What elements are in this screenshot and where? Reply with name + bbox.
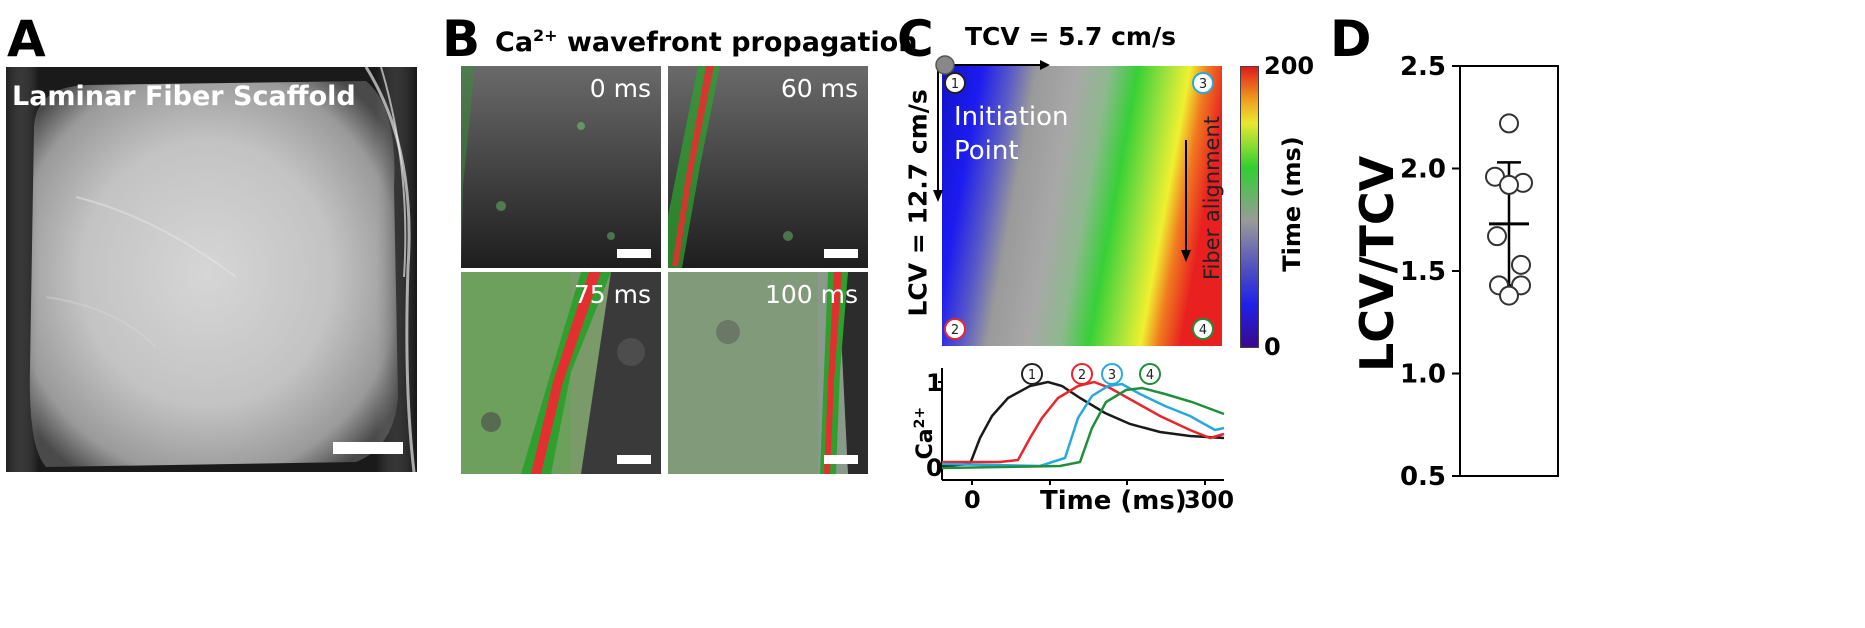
activation-map-arrows xyxy=(933,55,1191,262)
frame-100ms-scale-bar xyxy=(824,455,858,464)
frame-100ms: 100 ms xyxy=(668,272,868,474)
svg-text:2: 2 xyxy=(1078,368,1086,383)
map-marker-3: 3 xyxy=(1192,72,1214,94)
frame-100ms-image xyxy=(668,272,868,474)
svg-text:1: 1 xyxy=(1028,368,1036,383)
activation-map xyxy=(942,66,1222,346)
data-point xyxy=(1499,174,1519,195)
panel-b-title: Ca2+ wavefront propagation xyxy=(495,26,917,58)
frame-0ms: 0 ms xyxy=(461,66,661,268)
data-point xyxy=(1487,226,1507,247)
frame-60ms-image xyxy=(668,66,868,268)
initiation-label: Initiation Point xyxy=(954,100,1069,168)
colorbar-max: 200 xyxy=(1264,52,1315,80)
y-tick-label: 0.5 xyxy=(1400,462,1446,492)
trace-xtick-0: 0 xyxy=(964,486,981,514)
calcium-trace-plot: 1 2 3 4 xyxy=(938,363,1225,485)
panel-d-label: D xyxy=(1330,10,1372,68)
data-point xyxy=(1511,254,1531,275)
y-tick-label: 1.0 xyxy=(1400,360,1446,390)
colorbar-label: Time (ms) xyxy=(1278,136,1306,272)
trace-ylabel-sup: 2+ xyxy=(911,406,928,429)
panel-a-scale-bar xyxy=(333,442,403,454)
frame-60ms: 60 ms xyxy=(668,66,868,268)
svg-text:1: 1 xyxy=(951,77,959,92)
trace-marker-2: 2 xyxy=(1071,363,1093,385)
y-tick-label: 2.5 xyxy=(1400,52,1446,82)
scaffold-micrograph xyxy=(6,67,417,472)
map-markers: 1 2 3 4 xyxy=(944,72,1214,340)
panel-c-label: C xyxy=(897,10,934,68)
panel-a-title: Laminar Fiber Scaffold xyxy=(12,81,356,112)
trace-ytick-1: 1 xyxy=(926,369,943,397)
svg-text:2: 2 xyxy=(951,323,959,338)
trace-marker-3: 3 xyxy=(1101,363,1123,385)
colorbar xyxy=(1240,66,1259,348)
svg-text:4: 4 xyxy=(1199,323,1207,338)
data-point xyxy=(1499,285,1519,306)
lcv-label: LCV = 12.7 cm/s xyxy=(903,89,933,317)
svg-text:4: 4 xyxy=(1146,368,1154,383)
map-marker-2: 2 xyxy=(944,318,966,340)
trace-marker-1: 1 xyxy=(1021,363,1043,385)
svg-text:3: 3 xyxy=(1199,77,1207,92)
initiation-line-2: Point xyxy=(954,136,1019,166)
frame-0ms-image xyxy=(461,66,661,268)
lcv-tcv-chart: 2.5 2.0 1.5 1.0 0.5 xyxy=(1400,52,1559,492)
frame-60ms-label: 60 ms xyxy=(780,74,858,103)
trace-ytick-0: 0 xyxy=(926,454,943,482)
tcv-label: TCV = 5.7 cm/s xyxy=(965,22,1176,51)
map-marker-1: 1 xyxy=(944,72,966,94)
frame-0ms-scale-bar xyxy=(617,249,651,258)
panel-b-label: B xyxy=(442,10,481,68)
colorbar-min: 0 xyxy=(1264,333,1281,361)
frame-60ms-scale-bar xyxy=(824,249,858,258)
y-tick-label: 2.0 xyxy=(1400,155,1446,185)
frame-0ms-label: 0 ms xyxy=(589,74,651,103)
trace-marker-4: 4 xyxy=(1139,363,1161,385)
panel-b-title-sup: 2+ xyxy=(533,26,558,45)
panel-a-label: A xyxy=(7,10,46,68)
trace-1 xyxy=(941,380,1225,468)
frame-75ms-scale-bar xyxy=(617,455,651,464)
y-tick-label: 1.5 xyxy=(1400,257,1446,287)
trace-4 xyxy=(941,386,1225,470)
activation-map-image xyxy=(942,66,1222,346)
panel-b-title-ca: Ca xyxy=(495,27,534,58)
trace-markers: 1 2 3 4 xyxy=(1021,363,1161,385)
map-marker-4: 4 xyxy=(1192,318,1214,340)
data-point xyxy=(1499,113,1519,134)
frame-100ms-label: 100 ms xyxy=(764,280,858,309)
frame-75ms-label: 75 ms xyxy=(573,280,651,309)
frame-75ms: 75 ms xyxy=(461,272,661,474)
trace-xtick-300: 300 xyxy=(1184,486,1235,514)
trace-3 xyxy=(941,382,1225,468)
panel-b-title-rest: wavefront propagation xyxy=(557,27,918,58)
frame-75ms-image xyxy=(461,272,661,474)
initiation-line-1: Initiation xyxy=(954,102,1069,132)
scaffold-image xyxy=(6,67,417,472)
svg-text:3: 3 xyxy=(1108,368,1116,383)
trace-xlabel: Time (ms) xyxy=(1040,486,1187,516)
